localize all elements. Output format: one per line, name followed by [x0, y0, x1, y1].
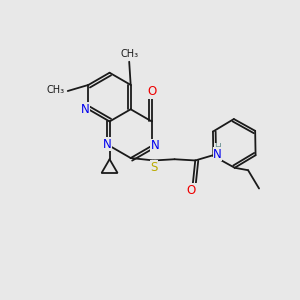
Text: CH₃: CH₃	[120, 49, 138, 59]
Text: N: N	[151, 139, 160, 152]
Text: CH₃: CH₃	[46, 85, 64, 94]
Text: N: N	[81, 103, 90, 116]
Text: N: N	[103, 138, 112, 151]
Text: S: S	[150, 160, 158, 173]
Text: O: O	[187, 184, 196, 197]
Text: O: O	[147, 85, 156, 98]
Text: N: N	[213, 148, 222, 161]
Text: H: H	[214, 143, 221, 152]
